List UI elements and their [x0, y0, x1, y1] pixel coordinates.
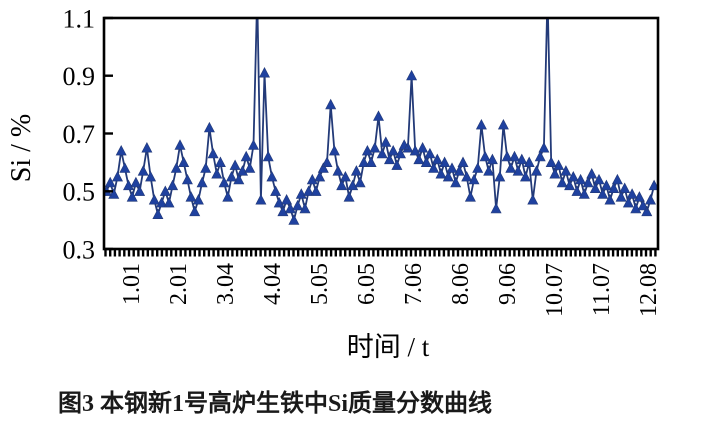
x-tick-label: 2.01	[166, 263, 192, 305]
x-tick-label: 5.05	[307, 263, 333, 305]
x-tick-label: 3.04	[213, 263, 239, 305]
y-tick-label: 0.9	[63, 62, 96, 91]
x-tick-label: 6.05	[354, 263, 380, 305]
si-line-chart: 0.3 0.5 0.7 0.9 1.1 Si / % 1.01 2.01 3.04 4.04 5.0…	[6, 4, 662, 362]
x-tick-label: 1.01	[119, 263, 145, 305]
x-tick-label: 11.07	[589, 263, 615, 316]
y-axis-title: Si / %	[6, 114, 37, 182]
y-axis: 0.3 0.5 0.7 0.9 1.1	[63, 4, 113, 264]
x-tick-label: 9.06	[495, 263, 521, 305]
x-axis-title: 时间 / t	[347, 332, 430, 362]
y-tick-label: 0.7	[63, 120, 96, 149]
x-tick-label: 8.06	[448, 263, 474, 305]
y-tick-label: 0.5	[63, 178, 96, 207]
data-series	[104, 18, 658, 225]
x-tick-label: 4.04	[260, 263, 286, 305]
x-tick-label: 10.07	[542, 263, 568, 317]
x-axis-minor-ticks	[104, 250, 657, 257]
data-markers	[104, 67, 658, 225]
x-tick-label: 12.08	[636, 263, 662, 317]
x-axis: 1.01 2.01 3.04 4.04 5.05 6.05 7.06 8.06 9.06 10.0…	[119, 263, 662, 317]
y-tick-label: 1.1	[63, 4, 96, 33]
x-tick-label: 7.06	[401, 263, 427, 305]
figure-caption: 图3 本钢新1号高炉生铁中Si质量分数曲线	[58, 391, 493, 417]
y-tick-label: 0.3	[63, 235, 96, 264]
